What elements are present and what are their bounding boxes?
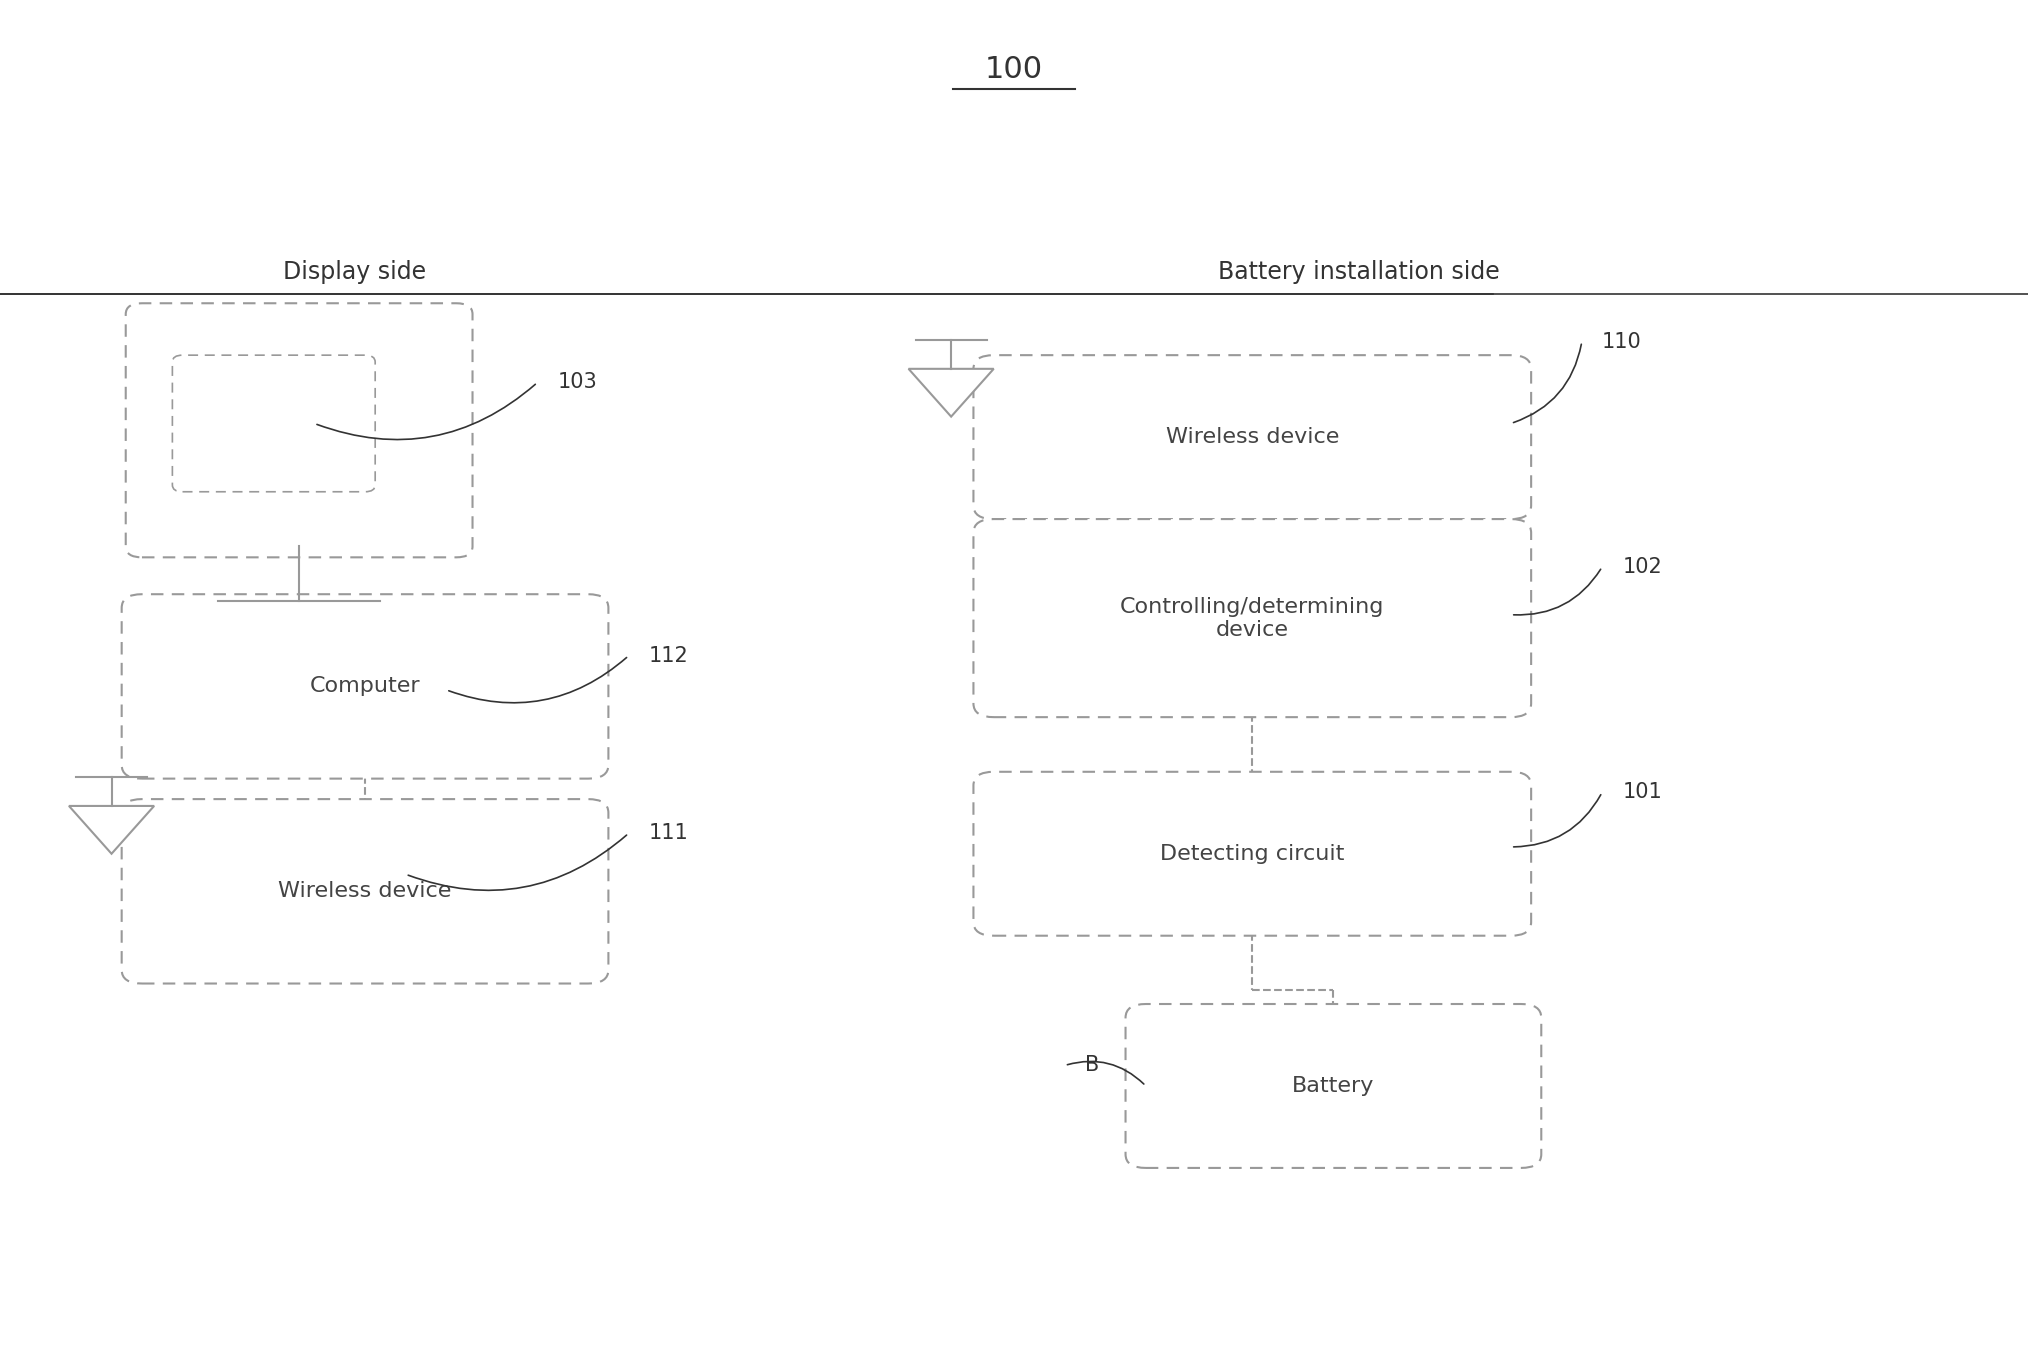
Text: Display side: Display side: [284, 260, 426, 284]
Text: 103: 103: [558, 373, 598, 392]
Text: 112: 112: [649, 646, 690, 665]
Text: 101: 101: [1622, 783, 1663, 802]
FancyBboxPatch shape: [122, 594, 608, 779]
FancyBboxPatch shape: [973, 355, 1531, 519]
Text: 110: 110: [1602, 332, 1643, 351]
Text: Controlling/determining
device: Controlling/determining device: [1119, 597, 1385, 639]
Text: Detecting circuit: Detecting circuit: [1160, 844, 1345, 863]
FancyBboxPatch shape: [1126, 1004, 1541, 1168]
FancyBboxPatch shape: [973, 772, 1531, 936]
Text: B: B: [1085, 1056, 1099, 1075]
Text: Battery: Battery: [1292, 1076, 1375, 1096]
Polygon shape: [69, 806, 154, 854]
FancyBboxPatch shape: [973, 519, 1531, 717]
Text: 102: 102: [1622, 557, 1663, 576]
Text: 100: 100: [986, 55, 1042, 83]
Text: Computer: Computer: [310, 676, 420, 697]
FancyBboxPatch shape: [172, 355, 375, 492]
FancyBboxPatch shape: [126, 303, 473, 557]
FancyBboxPatch shape: [122, 799, 608, 984]
Text: 111: 111: [649, 824, 690, 843]
Text: Wireless device: Wireless device: [1166, 428, 1338, 447]
Text: Battery installation side: Battery installation side: [1219, 260, 1499, 284]
Polygon shape: [909, 369, 994, 417]
Text: Wireless device: Wireless device: [278, 881, 452, 902]
